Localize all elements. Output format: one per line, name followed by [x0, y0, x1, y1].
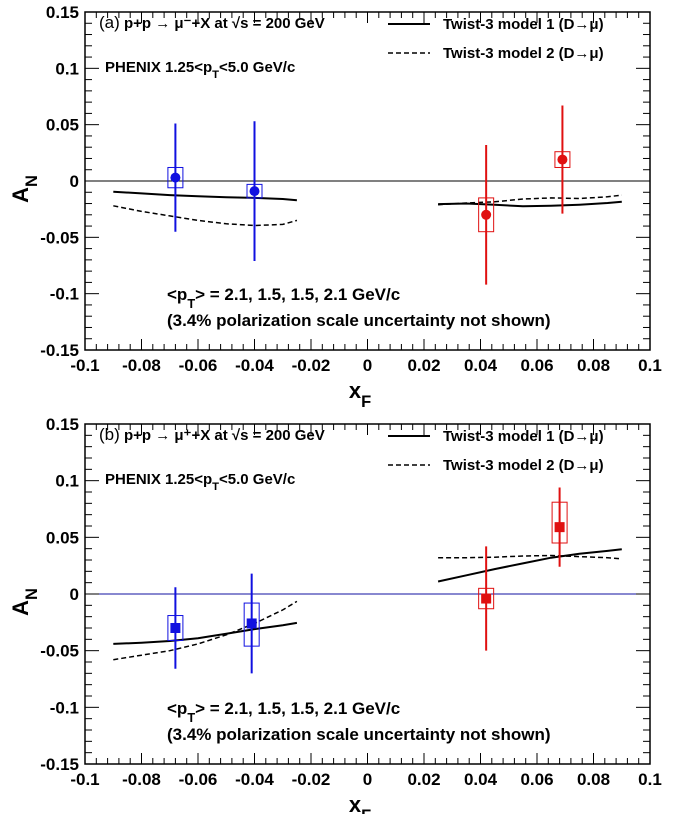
x-tick-label: 0.04 [464, 356, 498, 375]
x-tick-label: -0.06 [179, 770, 218, 789]
experiment-label-part-0: PHENIX 1.25<p [105, 471, 212, 488]
x-tick-label: -0.1 [70, 356, 99, 375]
x-tick-label: 0.08 [577, 770, 610, 789]
panel-label: (b) [99, 425, 120, 444]
x-axis-label-part-0: x [349, 792, 362, 814]
x-tick-label: 0.02 [407, 770, 440, 789]
model-2-curve [438, 554, 622, 560]
reaction-text: p+p → μ⁺+X at √s = 200 GeV [120, 427, 325, 444]
x-tick-label: -0.08 [122, 770, 161, 789]
x-tick-label: 0.04 [464, 770, 498, 789]
y-tick-label: -0.1 [50, 285, 79, 304]
y-axis-label-subscript-1: N [23, 175, 41, 187]
x-tick-label: 0.06 [520, 356, 553, 375]
x-axis-label: xF [349, 378, 371, 411]
model-1-curve [438, 200, 622, 208]
mean-pt-annotation-part-0: <p [167, 285, 187, 304]
x-tick-label: -0.1 [70, 770, 99, 789]
x-axis-label-subscript-1: F [361, 807, 371, 814]
reaction-label: (a) p+p → μ⁻+X at √s = 200 GeV [99, 13, 325, 32]
x-tick-label: 0 [363, 356, 372, 375]
x-tick-label: 0.06 [520, 770, 553, 789]
mean-pt-annotation-subscript-1: T [187, 710, 195, 725]
y-axis-label: AN [8, 588, 41, 616]
x-tick-label: -0.04 [235, 770, 274, 789]
chart-panel-a: -0.1 -0.08 -0.06 -0.04 -0.02 0 0.02 0.04 0.06 0.0… [8, 3, 662, 411]
experiment-label: PHENIX 1.25<pT<5.0 GeV/c [105, 471, 295, 493]
y-tick-label: -0.15 [40, 755, 79, 774]
y-tick-label: 0.05 [46, 116, 79, 135]
experiment-label-part-3: <5.0 GeV/c [219, 59, 295, 76]
data-point-marker [481, 209, 492, 220]
x-tick-label: -0.08 [122, 356, 161, 375]
data-point-marker [557, 154, 568, 165]
mean-pt-annotation-part-3: > = 2.1, 1.5, 1.5, 2.1 GeV/c [195, 285, 400, 304]
data-point-marker [554, 522, 565, 533]
x-tick-label: -0.02 [292, 356, 331, 375]
mean-pt-annotation-part-3: > = 2.1, 1.5, 1.5, 2.1 GeV/c [195, 699, 400, 718]
mean-pt-annotation: <pT> = 2.1, 1.5, 1.5, 2.1 GeV/c [167, 699, 400, 725]
y-axis-label-part-0: A [8, 187, 33, 203]
y-tick-label: 0.05 [46, 528, 79, 547]
x-tick-label: 0.1 [638, 770, 662, 789]
y-tick-label: -0.1 [50, 698, 79, 717]
mean-pt-annotation-subscript-1: T [187, 296, 195, 311]
data-point-marker [170, 172, 181, 183]
x-tick-label: 0.08 [577, 356, 610, 375]
experiment-label-subscript-1: T [212, 481, 219, 493]
x-tick-label: -0.04 [235, 356, 274, 375]
x-tick-label: 0.02 [407, 356, 440, 375]
data-point-marker [481, 593, 492, 604]
x-axis-label-subscript-1: F [361, 393, 371, 411]
reaction-text: p+p → μ⁻+X at √s = 200 GeV [120, 15, 325, 32]
y-tick-label: -0.15 [40, 341, 79, 360]
x-tick-label: -0.06 [179, 356, 218, 375]
y-tick-label: 0.15 [46, 415, 79, 434]
model-1-curve [113, 621, 298, 645]
x-tick-label: 0 [363, 770, 372, 789]
data-point-marker [246, 618, 257, 629]
y-tick-label: -0.05 [40, 642, 79, 661]
y-axis-label-part-0: A [8, 600, 33, 616]
data-point-marker [249, 186, 260, 197]
experiment-label-part-0: PHENIX 1.25<p [105, 59, 212, 76]
model-1-curve [437, 548, 622, 583]
chart-panel-b: -0.1 -0.08 -0.06 -0.04 -0.02 0 0.02 0.04 0.06 0.0… [8, 415, 662, 819]
x-axis-label: xF [349, 792, 371, 814]
y-tick-label: 0.1 [55, 472, 79, 491]
y-axis-label: AN [8, 175, 41, 203]
model-2-curve [113, 600, 298, 661]
polarization-note: (3.4% polarization scale uncertainty not… [167, 311, 551, 330]
legend-label-1: Twist-3 model 1 (D→μ) [443, 16, 604, 33]
model-2-curve [113, 205, 298, 227]
model-1-curve [113, 190, 297, 202]
y-tick-label: 0 [70, 585, 79, 604]
reaction-label: (b) p+p → μ⁺+X at √s = 200 GeV [99, 425, 325, 444]
legend-label-2: Twist-3 model 2 (D→μ) [443, 457, 604, 474]
experiment-label: PHENIX 1.25<pT<5.0 GeV/c [105, 59, 295, 81]
legend-label-2: Twist-3 model 2 (D→μ) [443, 45, 604, 62]
panel-label: (a) [99, 13, 120, 32]
mean-pt-annotation-part-0: <p [167, 699, 187, 718]
legend-label-1: Twist-3 model 1 (D→μ) [443, 428, 604, 445]
y-tick-label: -0.05 [40, 228, 79, 247]
experiment-label-part-3: <5.0 GeV/c [219, 471, 295, 488]
x-tick-label: 0.1 [638, 356, 662, 375]
mean-pt-annotation: <pT> = 2.1, 1.5, 1.5, 2.1 GeV/c [167, 285, 400, 311]
y-tick-label: 0.1 [55, 59, 79, 78]
y-axis-label-subscript-1: N [23, 588, 41, 600]
y-tick-label: 0.15 [46, 3, 79, 22]
polarization-note: (3.4% polarization scale uncertainty not… [167, 725, 551, 744]
x-tick-label: -0.02 [292, 770, 331, 789]
x-axis-label-part-0: x [349, 378, 362, 403]
experiment-label-subscript-1: T [212, 69, 219, 81]
model-2-curve [438, 194, 622, 206]
y-tick-label: 0 [70, 172, 79, 191]
data-point-marker [170, 623, 181, 633]
